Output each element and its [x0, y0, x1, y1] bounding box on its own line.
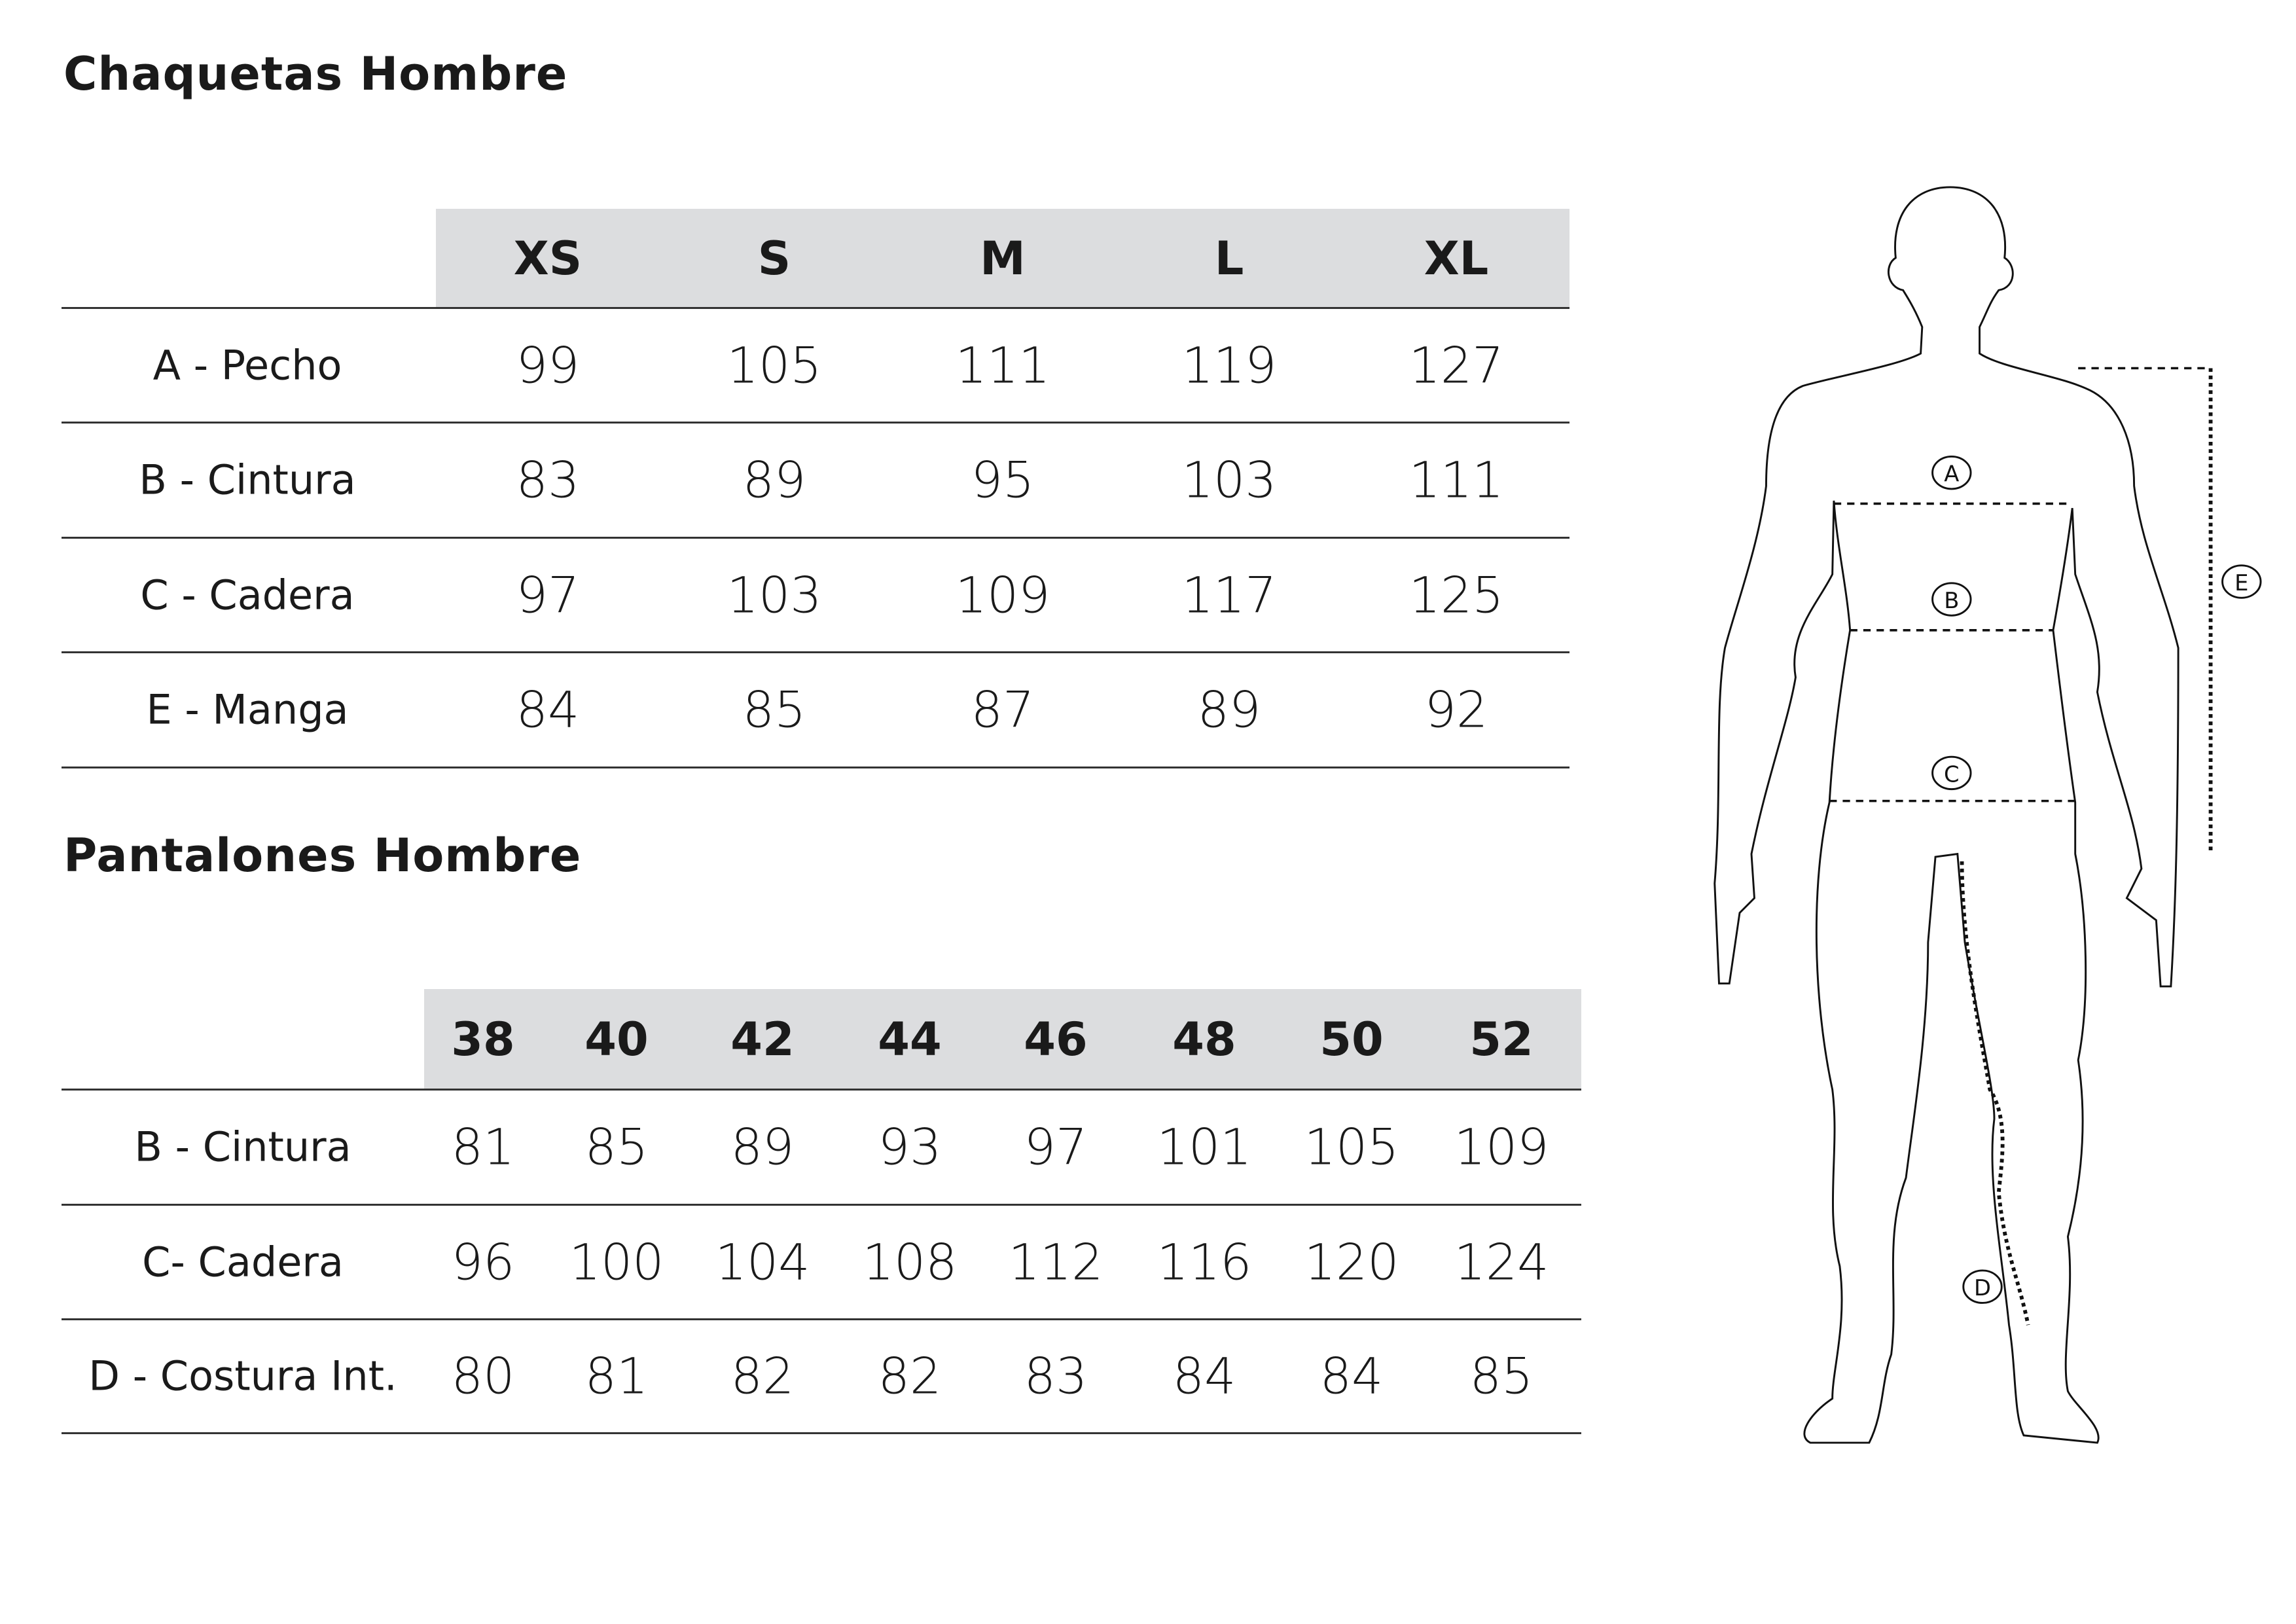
- pants-value: 96: [451, 1233, 515, 1291]
- pants-value: 80: [451, 1346, 515, 1405]
- pants-row-label: B - Cintura: [134, 1123, 351, 1171]
- pants-value: 124: [1454, 1233, 1549, 1291]
- jackets-row-divider: [62, 767, 1570, 768]
- pants-value: 82: [730, 1346, 795, 1405]
- pants-size-header: 48: [1172, 1012, 1236, 1066]
- pants-value: 108: [862, 1233, 958, 1291]
- jackets-value: 89: [742, 450, 806, 509]
- jackets-value: 85: [742, 680, 806, 739]
- pants-value: 120: [1304, 1233, 1399, 1291]
- pants-row-divider: [62, 1089, 1581, 1091]
- marker-a: A: [1931, 455, 1972, 490]
- jackets-size-header: L: [1214, 231, 1244, 285]
- pants-row-label: D - Costura Int.: [88, 1352, 397, 1400]
- jackets-row-divider: [62, 537, 1570, 539]
- jackets-value: 111: [955, 336, 1050, 394]
- pants-row-label: C- Cadera: [142, 1238, 344, 1286]
- jackets-size-header: XL: [1424, 231, 1489, 285]
- pants-value: 85: [584, 1117, 649, 1176]
- jackets-row-divider: [62, 422, 1570, 424]
- pants-value: 89: [730, 1117, 795, 1176]
- pants-value: 97: [1024, 1117, 1088, 1176]
- pants-size-header: 44: [878, 1012, 942, 1066]
- jackets-value: 117: [1181, 566, 1277, 624]
- pants-value: 93: [878, 1117, 942, 1176]
- jackets-header-bg: [436, 209, 1570, 308]
- jackets-value: 109: [955, 566, 1050, 624]
- svg-text:B: B: [1944, 588, 1959, 613]
- jackets-value: 95: [971, 450, 1035, 509]
- svg-text:E: E: [2234, 570, 2248, 596]
- pants-value: 109: [1454, 1117, 1549, 1176]
- pants-value: 84: [1172, 1346, 1236, 1405]
- pants-value: 105: [1304, 1117, 1399, 1176]
- jackets-value: 89: [1197, 680, 1261, 739]
- svg-text:C: C: [1944, 761, 1960, 787]
- jackets-value: 97: [516, 566, 580, 624]
- pants-size-header: 50: [1319, 1012, 1384, 1066]
- jackets-value: 125: [1408, 566, 1504, 624]
- pants-value: 101: [1157, 1117, 1252, 1176]
- pants-value: 116: [1157, 1233, 1252, 1291]
- pants-value: 100: [569, 1233, 664, 1291]
- jackets-value: 119: [1181, 336, 1277, 394]
- pants-row-divider: [62, 1432, 1581, 1434]
- jackets-value: 83: [516, 450, 580, 509]
- jackets-value: 87: [971, 680, 1035, 739]
- jackets-value: 84: [516, 680, 580, 739]
- jackets-size-header: M: [980, 231, 1026, 285]
- jackets-title: Chaquetas Hombre: [63, 47, 568, 101]
- svg-text:D: D: [1974, 1275, 1991, 1301]
- jackets-value: 92: [1424, 680, 1488, 739]
- pants-value: 83: [1024, 1346, 1088, 1405]
- pants-size-header: 46: [1024, 1012, 1088, 1066]
- jackets-value: 111: [1408, 450, 1504, 509]
- pants-value: 82: [878, 1346, 942, 1405]
- pants-header-bg: [424, 989, 1581, 1089]
- jackets-row-divider: [62, 651, 1570, 653]
- svg-text:A: A: [1944, 461, 1959, 487]
- jackets-value: 103: [1181, 450, 1277, 509]
- pants-row-divider: [62, 1204, 1581, 1206]
- jackets-value: 105: [726, 336, 822, 394]
- jackets-value: 103: [726, 566, 822, 624]
- pants-size-header: 42: [730, 1012, 795, 1066]
- pants-value: 81: [451, 1117, 515, 1176]
- pants-value: 85: [1469, 1346, 1534, 1405]
- jackets-row-label: A - Pecho: [152, 341, 342, 389]
- jackets-row-divider: [62, 307, 1570, 309]
- marker-c: C: [1931, 755, 1972, 791]
- marker-e: E: [2221, 564, 2262, 599]
- jackets-value: 99: [516, 336, 580, 394]
- pants-size-header: 40: [584, 1012, 649, 1066]
- pants-size-header: 52: [1469, 1012, 1534, 1066]
- inseam-line: [1960, 861, 2030, 1326]
- jackets-row-label: E - Manga: [146, 685, 349, 734]
- body-outline: [1713, 186, 2179, 1444]
- pants-value: 104: [715, 1233, 810, 1291]
- pants-title: Pantalones Hombre: [63, 829, 582, 882]
- pants-value: 81: [584, 1346, 649, 1405]
- marker-d: D: [1962, 1269, 2003, 1304]
- jackets-value: 127: [1408, 336, 1504, 394]
- jackets-size-header: XS: [513, 231, 583, 285]
- jackets-row-label: C - Cadera: [140, 571, 355, 619]
- pants-value: 84: [1319, 1346, 1384, 1405]
- marker-b: B: [1931, 582, 1972, 617]
- jackets-size-header: S: [757, 231, 791, 285]
- pants-row-divider: [62, 1318, 1581, 1320]
- pants-size-header: 38: [451, 1012, 515, 1066]
- jackets-row-label: B - Cintura: [139, 456, 356, 504]
- pants-value: 112: [1008, 1233, 1103, 1291]
